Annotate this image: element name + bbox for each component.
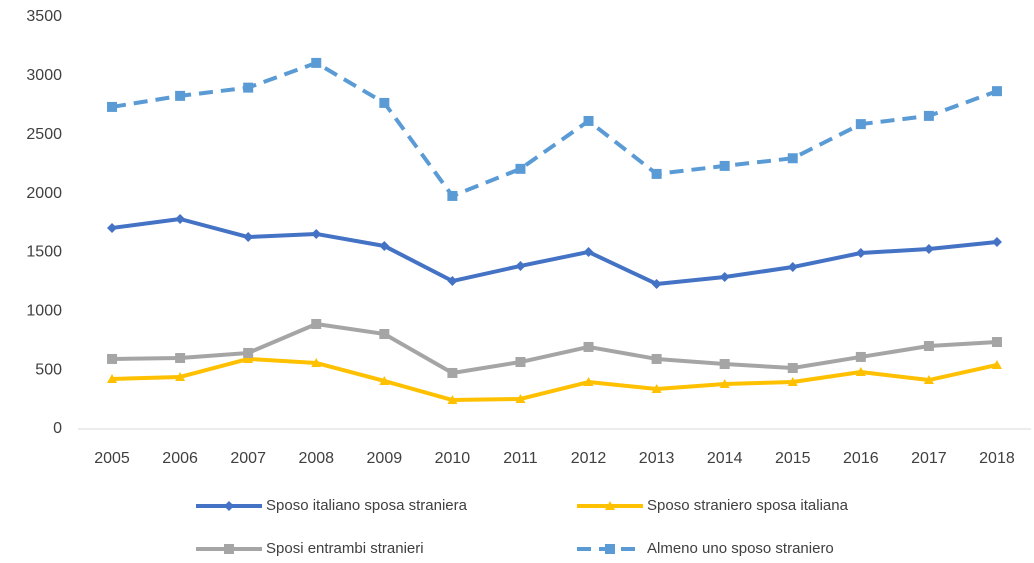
marker [651, 383, 662, 393]
marker [447, 276, 458, 287]
x-tick-label: 2011 [503, 450, 538, 467]
y-tick-label: 0 [53, 420, 62, 437]
x-tick-label: 2010 [435, 450, 471, 467]
legend-label: Sposo straniero sposa italiana [647, 497, 849, 514]
marker [311, 357, 322, 367]
marker [651, 278, 662, 289]
marker [379, 97, 390, 108]
x-tick-label: 2006 [162, 450, 198, 467]
marker [379, 240, 390, 251]
y-tick-label: 500 [35, 361, 62, 378]
marker [379, 329, 390, 340]
marker [107, 222, 118, 233]
marker [515, 163, 526, 174]
marker [379, 375, 390, 385]
marker [515, 393, 526, 403]
x-tick-label: 2008 [298, 450, 334, 467]
x-tick-label: 2007 [230, 450, 266, 467]
y-tick-label: 1500 [26, 244, 62, 261]
marker [583, 246, 594, 257]
marker [107, 373, 118, 383]
legend: Sposo italiano sposa straniera Sposo stra… [196, 497, 849, 557]
marker [787, 262, 798, 273]
marker [855, 367, 866, 377]
marker [651, 168, 662, 179]
marker [311, 318, 322, 329]
marker [107, 101, 118, 112]
x-tick-label: 2015 [775, 450, 811, 467]
marker [175, 353, 186, 364]
x-tick-label: 2018 [979, 450, 1015, 467]
marker [923, 375, 934, 385]
marker [243, 82, 254, 93]
marker [515, 260, 526, 271]
marker [605, 501, 615, 510]
legend-entry: Sposo straniero sposa italiana [577, 497, 849, 514]
marker [515, 357, 526, 368]
y-tick-label: 3000 [26, 67, 62, 84]
series-line [112, 321, 998, 375]
marker [311, 57, 322, 68]
marker [719, 160, 730, 171]
marker [243, 353, 254, 363]
marker [923, 341, 934, 352]
marker [991, 86, 1002, 97]
y-tick-label: 2500 [26, 126, 62, 143]
marker [605, 544, 615, 554]
marker [855, 351, 866, 362]
y-tick-label: 3500 [26, 8, 62, 25]
marker [719, 359, 730, 370]
marker [855, 119, 866, 130]
series-line [111, 216, 998, 286]
marker [224, 501, 234, 511]
marker [447, 367, 458, 378]
y-tick-label: 2000 [26, 185, 62, 202]
marker [175, 90, 186, 101]
marker [175, 213, 186, 224]
marker [651, 353, 662, 364]
legend-entry: Sposo italiano sposa straniera [196, 497, 468, 514]
marker [991, 236, 1002, 247]
marker [243, 347, 254, 358]
marker [719, 379, 730, 389]
marker [447, 190, 458, 201]
series-line [111, 356, 998, 403]
legend-entry: Sposi entrambi stranieri [196, 540, 424, 557]
marker [991, 337, 1002, 348]
marker [923, 244, 934, 255]
legend-label: Sposo italiano sposa straniera [266, 497, 468, 514]
marker [107, 353, 118, 364]
marker [583, 341, 594, 352]
marker [243, 232, 254, 243]
marker [224, 544, 234, 554]
x-tick-label: 2013 [639, 450, 675, 467]
marker [787, 153, 798, 164]
marker [787, 377, 798, 387]
marker [583, 115, 594, 126]
x-tick-label: 2017 [911, 450, 947, 467]
marker [719, 272, 730, 283]
marker [583, 377, 594, 387]
y-tick-label: 1000 [26, 303, 62, 320]
marker [311, 228, 322, 239]
x-tick-label: 2005 [94, 450, 130, 467]
legend-entry: Almeno uno sposo straniero [577, 540, 834, 557]
x-tick-label: 2016 [843, 450, 879, 467]
x-tick-label: 2014 [707, 450, 743, 467]
series-line [111, 60, 998, 198]
x-tick-label: 2012 [571, 450, 607, 467]
marker [787, 363, 798, 374]
marker [447, 395, 458, 405]
x-tick-label: 2009 [367, 450, 403, 467]
marker [175, 371, 186, 381]
marker [923, 110, 934, 121]
legend-label: Almeno uno sposo straniero [647, 540, 834, 557]
legend-label: Sposi entrambi stranieri [266, 540, 424, 557]
marker [991, 359, 1002, 369]
marker [855, 248, 866, 259]
